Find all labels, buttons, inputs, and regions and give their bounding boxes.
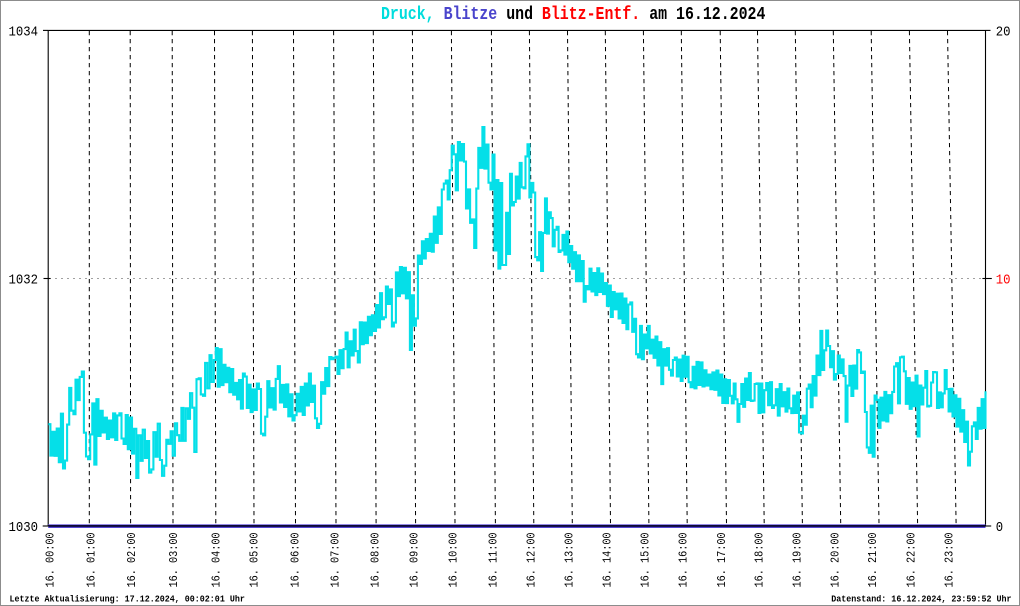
svg-text:Datenstand: 16.12.2024, 23:59:: Datenstand: 16.12.2024, 23:59:52 Uhr [831, 594, 1011, 605]
svg-text:16. 08:00: 16. 08:00 [370, 532, 383, 587]
svg-text:16. 11:00: 16. 11:00 [488, 532, 501, 587]
svg-text:16. 20:00: 16. 20:00 [830, 532, 843, 587]
svg-text:16. 06:00: 16. 06:00 [290, 532, 303, 587]
svg-text:10: 10 [996, 272, 1011, 288]
svg-text:16. 19:00: 16. 19:00 [792, 532, 805, 587]
svg-text:16. 05:00: 16. 05:00 [249, 532, 262, 587]
svg-text:16. 07:00: 16. 07:00 [330, 532, 343, 587]
svg-text:16. 17:00: 16. 17:00 [717, 532, 730, 587]
svg-text:16. 02:00: 16. 02:00 [127, 532, 140, 587]
svg-text:16. 21:00: 16. 21:00 [868, 532, 881, 587]
svg-text:16. 22:00: 16. 22:00 [906, 532, 919, 587]
svg-text:16. 03:00: 16. 03:00 [169, 532, 182, 587]
svg-text:16. 18:00: 16. 18:00 [754, 532, 767, 587]
svg-text:16. 23:00: 16. 23:00 [944, 532, 957, 587]
svg-text:16. 01:00: 16. 01:00 [86, 532, 99, 587]
svg-text:16. 13:00: 16. 13:00 [564, 532, 577, 587]
svg-text:16. 16:00: 16. 16:00 [678, 532, 691, 587]
svg-text:1034: 1034 [8, 24, 38, 40]
svg-text:16. 00:00: 16. 00:00 [45, 532, 58, 587]
svg-text:16. 09:00: 16. 09:00 [409, 532, 422, 587]
svg-text:0: 0 [996, 519, 1003, 535]
svg-text:1030: 1030 [8, 519, 38, 535]
svg-text:16. 10:00: 16. 10:00 [448, 532, 461, 587]
svg-text:16. 15:00: 16. 15:00 [640, 532, 653, 587]
svg-text:16. 12:00: 16. 12:00 [526, 532, 539, 587]
svg-text:20: 20 [996, 24, 1011, 40]
svg-text:1032: 1032 [8, 272, 38, 288]
svg-text:Letzte Aktualisierung: 17.12.2: Letzte Aktualisierung: 17.12.2024, 00:02… [10, 594, 245, 605]
svg-text:16. 04:00: 16. 04:00 [211, 532, 224, 587]
svg-text:16. 14:00: 16. 14:00 [602, 532, 615, 587]
